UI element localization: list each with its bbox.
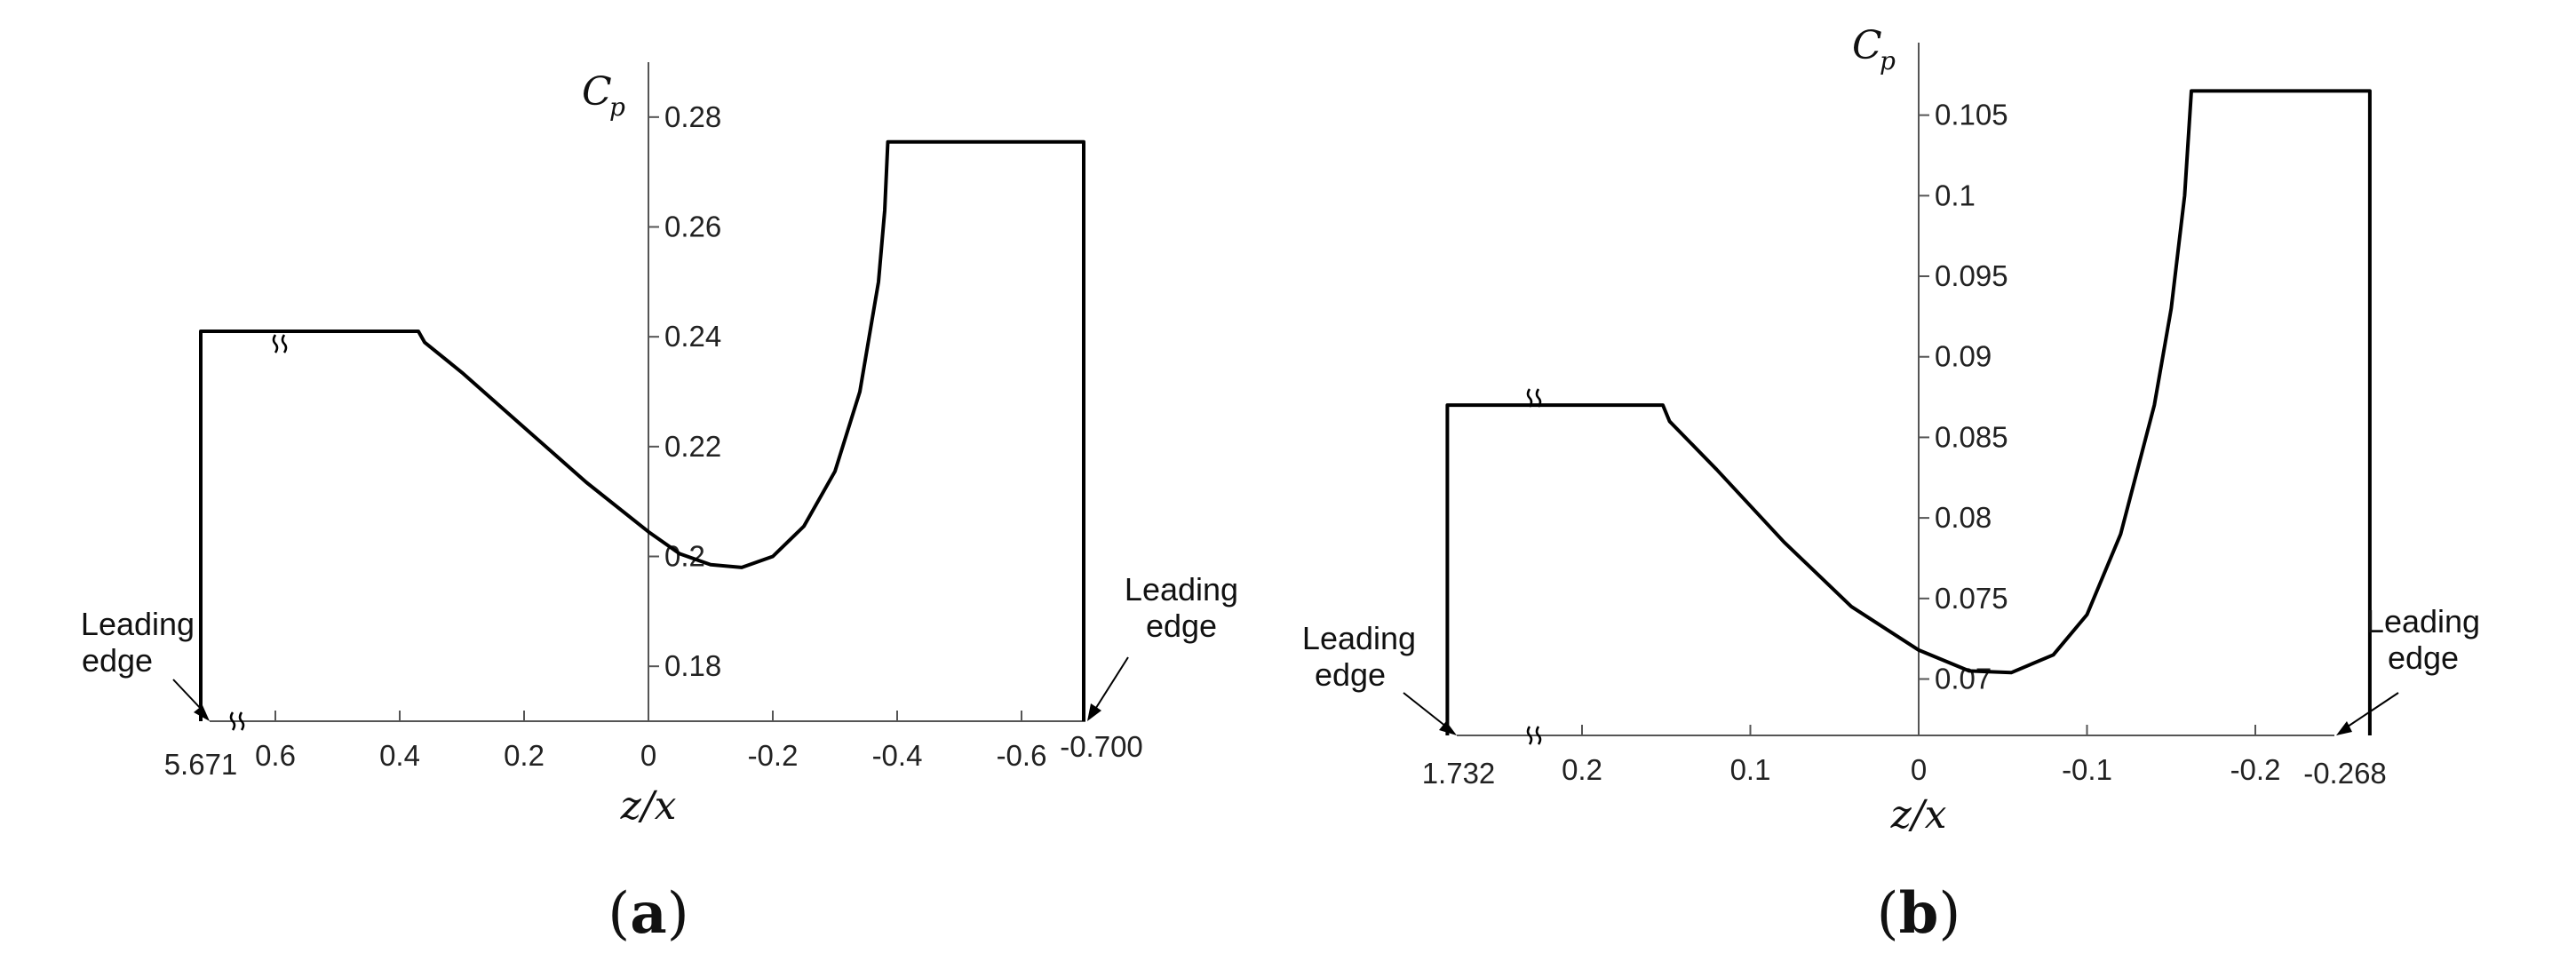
- panel-label-a: (a): [608, 880, 688, 947]
- ylabel-sub-b: p: [1880, 46, 1896, 75]
- y-tick-label-a-4: 0.26: [664, 210, 721, 243]
- x-end-label-right-b: -0.268: [2303, 757, 2387, 790]
- svg-text:(a): (a): [608, 880, 688, 947]
- y-tick-label-a-5: 0.28: [664, 100, 721, 133]
- annotation-right-line2-a: edge: [1146, 608, 1217, 644]
- y-tick-label-b-1: 0.075: [1935, 582, 2008, 615]
- series-line-b: [1445, 89, 2372, 735]
- axis-break-mark-a-1: [229, 711, 236, 731]
- x-end-label-left-a: 5.671: [164, 748, 238, 781]
- annotation-left-line2-b: edge: [1315, 656, 1386, 693]
- axis-break-mark-b-2: [1535, 726, 1542, 745]
- axis-break-mark-a-2: [238, 711, 245, 731]
- annotation-right-line1-b: Leading: [2366, 603, 2480, 639]
- x-tick-label-a-4: -0.2: [748, 739, 799, 772]
- x-tick-label-a-5: -0.4: [872, 739, 923, 772]
- y-tick-label-b-7: 0.105: [1935, 99, 2008, 131]
- annotation-right-arrow-b: [2344, 692, 2399, 729]
- x-tick-label-b-2: 0: [1911, 753, 1927, 786]
- annotation-left-arrowhead-a: [194, 705, 210, 721]
- annotation-left-a: Leading edge: [81, 606, 210, 721]
- x-end-label-left-b: 1.732: [1422, 757, 1496, 790]
- y-tick-label-b-5: 0.095: [1935, 259, 2008, 292]
- break-mark-b: [1526, 388, 1542, 745]
- annotation-left-b: Leading edge: [1302, 620, 1457, 735]
- panel-letter-a: a: [630, 880, 666, 947]
- y-tick-label-b-4: 0.09: [1935, 340, 1992, 373]
- chart-a: 0.180.20.220.240.260.280.6 0.4 0.2 0 -0.2 -0.…: [81, 62, 1238, 947]
- x-tick-label-b-0: 0.2: [1562, 753, 1602, 786]
- x-tick-label-a-6: -0.6: [997, 739, 1047, 772]
- x-tick-label-a-1: 0.4: [379, 739, 420, 772]
- x-axis-title-b: z/x: [1890, 792, 1947, 838]
- ylabel-main-a: C: [582, 69, 612, 115]
- panel-letter-b: b: [1899, 880, 1939, 947]
- annotation-left-arrow-b: [1403, 692, 1447, 727]
- ylabel-main-b: C: [1852, 23, 1882, 68]
- annotation-right-arrowhead-a: [1087, 703, 1101, 721]
- break-mark-a: [229, 334, 288, 731]
- annotation-left-line1-a: Leading: [81, 606, 195, 642]
- annotation-left-arrowhead-b: [1439, 721, 1457, 735]
- y-tick-label-a-3: 0.24: [664, 320, 721, 353]
- annotation-left-line1-b: Leading: [1302, 620, 1416, 656]
- annotation-right-line2-b: edge: [2388, 639, 2459, 676]
- y-tick-label-a-0: 0.18: [664, 649, 721, 682]
- x-tick-label-b-3: -0.1: [2062, 753, 2112, 786]
- x-tick-label-a-2: 0.2: [504, 739, 545, 772]
- x-end-label-right-a: -0.700: [1060, 730, 1143, 763]
- axis-break-mark-b-1: [1526, 726, 1533, 745]
- ylabel-sub-a: p: [609, 92, 625, 122]
- ticks-a: 0.180.20.220.240.260.280.6 0.4 0.2 0 -0.2 -0.…: [255, 100, 1046, 772]
- curve-break-mark-a-1: [272, 334, 279, 353]
- y-tick-label-b-2: 0.08: [1935, 501, 1992, 534]
- annotation-left-arrow-a: [172, 679, 203, 711]
- curve-break-mark-a-2: [281, 334, 288, 353]
- annotation-left-line2-a: edge: [82, 642, 153, 679]
- annotation-right-a: Leading edge: [1087, 571, 1238, 721]
- annotation-right-b: Leading edge: [2336, 603, 2480, 735]
- x-axis-title-a: z/x: [620, 783, 677, 829]
- svg-text:(b): (b): [1877, 880, 1961, 947]
- x-tick-label-a-3: 0: [640, 739, 656, 772]
- y-axis-title-b: C p: [1852, 23, 1896, 75]
- y-axis-title-a: C p: [582, 69, 625, 122]
- x-tick-label-a-0: 0.6: [255, 739, 296, 772]
- annotation-right-line1-a: Leading: [1125, 571, 1238, 608]
- annotation-right-arrow-a: [1093, 656, 1129, 711]
- y-tick-label-b-6: 0.1: [1935, 179, 1976, 211]
- y-tick-label-a-2: 0.22: [664, 430, 721, 463]
- y-tick-label-b-3: 0.085: [1935, 420, 2008, 453]
- x-tick-label-b-4: -0.2: [2230, 753, 2281, 786]
- annotation-right-arrowhead-b: [2336, 721, 2352, 735]
- series-line-a: [199, 139, 1085, 721]
- panel-label-b: (b): [1877, 880, 1961, 947]
- x-tick-label-b-1: 0.1: [1730, 753, 1771, 786]
